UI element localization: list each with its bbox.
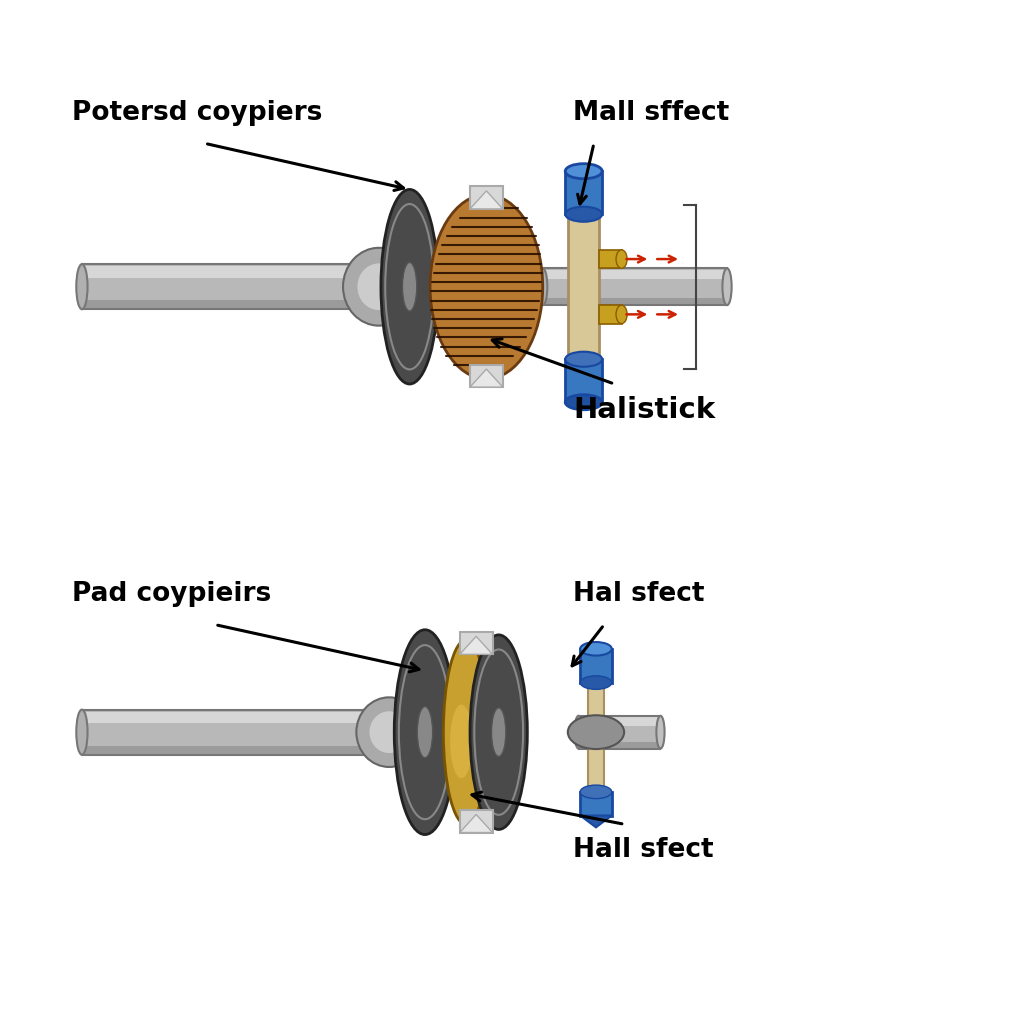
Ellipse shape <box>568 357 599 370</box>
Bar <box>460 810 493 833</box>
Bar <box>470 186 503 209</box>
Ellipse shape <box>402 262 417 311</box>
Bar <box>579 716 660 749</box>
Ellipse shape <box>470 635 527 829</box>
Bar <box>579 718 660 726</box>
Ellipse shape <box>362 264 375 309</box>
Ellipse shape <box>357 263 400 310</box>
Ellipse shape <box>539 268 547 305</box>
Bar <box>579 716 660 749</box>
Ellipse shape <box>418 707 432 758</box>
Text: Mall sffect: Mall sffect <box>573 99 730 126</box>
Ellipse shape <box>565 394 602 410</box>
Ellipse shape <box>394 630 456 835</box>
Text: Hal sfect: Hal sfect <box>573 581 705 607</box>
Bar <box>568 210 599 364</box>
Bar <box>82 264 369 309</box>
Polygon shape <box>470 190 503 209</box>
Bar <box>82 264 369 309</box>
Ellipse shape <box>565 164 602 179</box>
Ellipse shape <box>616 250 627 268</box>
Bar <box>543 298 727 305</box>
Ellipse shape <box>581 676 611 689</box>
Bar <box>579 742 660 749</box>
Ellipse shape <box>362 710 375 755</box>
Ellipse shape <box>616 305 627 324</box>
Bar <box>82 266 369 278</box>
Bar <box>565 171 602 214</box>
Bar <box>581 649 611 683</box>
Ellipse shape <box>581 642 611 655</box>
Bar <box>470 365 503 387</box>
Bar <box>460 632 493 654</box>
Bar <box>565 359 602 402</box>
Ellipse shape <box>76 264 87 309</box>
Bar <box>543 268 727 305</box>
Bar <box>588 676 604 788</box>
Bar <box>82 745 369 755</box>
Ellipse shape <box>451 705 473 778</box>
Ellipse shape <box>492 708 506 757</box>
Ellipse shape <box>565 207 602 222</box>
Text: Pad coypieirs: Pad coypieirs <box>72 581 271 607</box>
Ellipse shape <box>568 204 599 216</box>
Ellipse shape <box>76 710 87 755</box>
Bar <box>82 710 369 755</box>
Bar <box>581 792 611 815</box>
Bar <box>599 305 622 324</box>
Bar <box>82 710 369 755</box>
Polygon shape <box>470 369 503 387</box>
Ellipse shape <box>723 268 731 305</box>
Ellipse shape <box>343 248 415 326</box>
Ellipse shape <box>430 195 543 379</box>
Ellipse shape <box>370 712 409 753</box>
Text: Hall sfect: Hall sfect <box>573 837 714 863</box>
Ellipse shape <box>656 716 665 749</box>
Polygon shape <box>460 636 493 654</box>
Bar <box>543 268 727 305</box>
Polygon shape <box>581 815 611 827</box>
Ellipse shape <box>574 716 583 749</box>
Text: Halistick: Halistick <box>573 395 716 424</box>
Ellipse shape <box>567 715 624 750</box>
Ellipse shape <box>565 351 602 367</box>
Ellipse shape <box>356 697 422 767</box>
Bar <box>599 250 622 268</box>
Text: Potersd coypiers: Potersd coypiers <box>72 99 323 126</box>
Polygon shape <box>460 814 493 833</box>
Bar <box>543 270 727 280</box>
Bar <box>82 300 369 309</box>
Ellipse shape <box>381 189 438 384</box>
Ellipse shape <box>581 785 611 799</box>
Ellipse shape <box>443 640 488 824</box>
Bar <box>82 712 369 723</box>
